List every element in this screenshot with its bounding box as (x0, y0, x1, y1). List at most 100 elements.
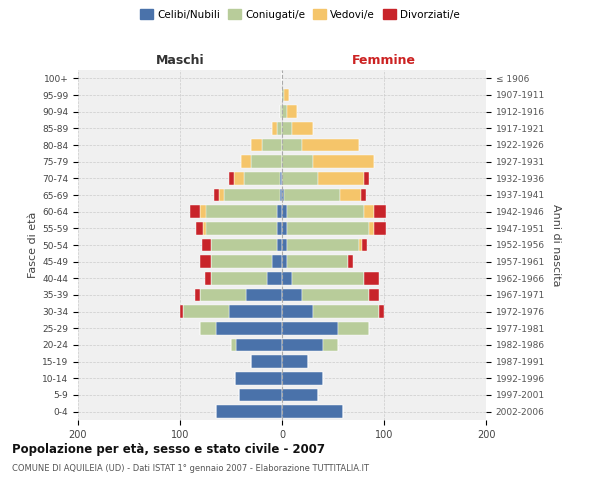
Bar (364, 172, 369, 184)
Bar (284, 188, 340, 201)
Bar (251, 356, 282, 368)
Bar (236, 339, 282, 351)
Bar (196, 222, 203, 234)
Bar (302, 138, 359, 151)
Bar (369, 222, 374, 234)
Bar (203, 222, 206, 234)
Bar (200, 289, 247, 301)
Bar (292, 122, 313, 134)
Bar (287, 222, 369, 234)
Bar (280, 106, 282, 118)
Bar (277, 122, 282, 134)
Bar (211, 256, 272, 268)
Bar (262, 138, 282, 151)
Bar (200, 256, 211, 268)
Bar (287, 106, 298, 118)
Bar (364, 272, 379, 284)
Bar (282, 389, 318, 401)
Bar (282, 289, 302, 301)
Bar (282, 122, 292, 134)
Bar (282, 222, 287, 234)
Bar (282, 156, 313, 168)
Bar (205, 222, 277, 234)
Bar (369, 289, 379, 301)
Bar (282, 339, 323, 351)
Bar (183, 306, 229, 318)
Bar (216, 406, 282, 418)
Bar (241, 156, 251, 168)
Bar (239, 389, 282, 401)
Bar (361, 188, 365, 201)
Bar (267, 272, 282, 284)
Bar (362, 239, 367, 251)
Bar (340, 188, 361, 201)
Bar (234, 172, 244, 184)
Bar (287, 256, 349, 268)
Bar (318, 172, 364, 184)
Bar (313, 306, 379, 318)
Bar (216, 322, 282, 334)
Bar (282, 272, 292, 284)
Bar (202, 239, 211, 251)
Bar (211, 272, 267, 284)
Bar (280, 172, 282, 184)
Bar (379, 306, 384, 318)
Bar (282, 306, 313, 318)
Text: COMUNE DI AQUILEIA (UD) - Dati ISTAT 1° gennaio 2007 - Elaborazione TUTTITALIA.I: COMUNE DI AQUILEIA (UD) - Dati ISTAT 1° … (12, 464, 369, 473)
Y-axis label: Anni di nascita: Anni di nascita (551, 204, 560, 286)
Bar (323, 339, 338, 351)
Bar (282, 138, 302, 151)
Bar (282, 256, 287, 268)
Bar (282, 206, 287, 218)
Bar (282, 172, 318, 184)
Bar (277, 239, 282, 251)
Bar (282, 372, 323, 384)
Bar (211, 239, 277, 251)
Bar (231, 339, 236, 351)
Bar (272, 122, 277, 134)
Bar (313, 156, 374, 168)
Bar (244, 172, 280, 184)
Bar (282, 406, 343, 418)
Bar (282, 239, 287, 251)
Bar (229, 306, 282, 318)
Bar (364, 206, 374, 218)
Bar (251, 138, 262, 151)
Text: Femmine: Femmine (352, 54, 416, 68)
Bar (282, 188, 284, 201)
Text: Popolazione per età, sesso e stato civile - 2007: Popolazione per età, sesso e stato civil… (12, 442, 325, 456)
Bar (280, 188, 282, 201)
Bar (292, 272, 364, 284)
Bar (224, 188, 280, 201)
Bar (338, 322, 369, 334)
Bar (180, 306, 183, 318)
Bar (282, 89, 284, 101)
Bar (277, 206, 282, 218)
Bar (200, 322, 216, 334)
Bar (374, 222, 386, 234)
Bar (214, 188, 219, 201)
Bar (282, 356, 308, 368)
Bar (206, 272, 211, 284)
Bar (374, 206, 386, 218)
Bar (284, 89, 289, 101)
Bar (287, 206, 364, 218)
Bar (282, 106, 287, 118)
Bar (251, 156, 282, 168)
Bar (287, 239, 359, 251)
Bar (229, 172, 234, 184)
Bar (277, 222, 282, 234)
Bar (302, 289, 369, 301)
Bar (349, 256, 353, 268)
Bar (196, 289, 200, 301)
Bar (219, 188, 224, 201)
Bar (200, 206, 206, 218)
Y-axis label: Fasce di età: Fasce di età (28, 212, 38, 278)
Bar (272, 256, 282, 268)
Bar (247, 289, 282, 301)
Bar (282, 322, 338, 334)
Text: Maschi: Maschi (155, 54, 205, 68)
Bar (359, 239, 362, 251)
Legend: Celibi/Nubili, Coniugati/e, Vedovi/e, Divorziati/e: Celibi/Nubili, Coniugati/e, Vedovi/e, Di… (136, 5, 464, 24)
Bar (190, 206, 200, 218)
